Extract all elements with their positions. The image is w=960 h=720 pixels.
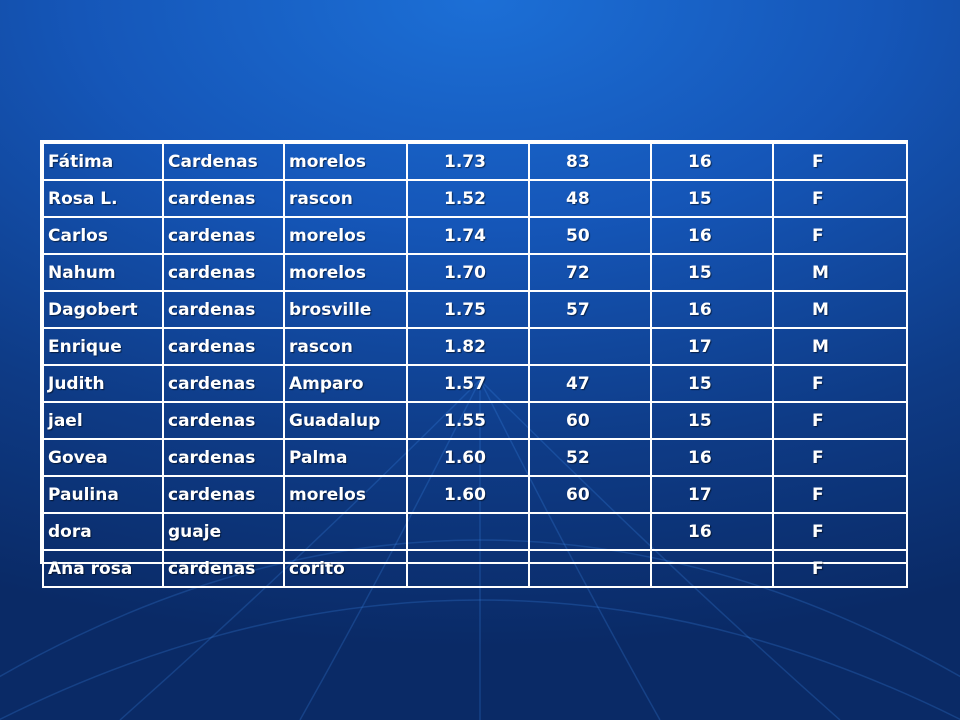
cell-age: 15 <box>650 401 774 440</box>
table-row: Paulina cardenas morelos 1.60 60 17 F <box>42 475 908 514</box>
cell-place: rascon <box>283 327 408 366</box>
cell-sex: F <box>772 401 908 440</box>
cell-sex: F <box>772 475 908 514</box>
cell-name: Nahum <box>42 253 164 292</box>
cell-name: Enrique <box>42 327 164 366</box>
cell-height: 1.57 <box>406 364 530 403</box>
cell-height: 1.60 <box>406 475 530 514</box>
table-row: Dagobert cardenas brosville 1.75 57 16 M <box>42 290 908 329</box>
cell-surname: cardenas <box>162 401 285 440</box>
cell-weight <box>528 512 652 551</box>
table-row: Nahum cardenas morelos 1.70 72 15 M <box>42 253 908 292</box>
cell-age: 15 <box>650 179 774 218</box>
cell-name: Paulina <box>42 475 164 514</box>
cell-age <box>650 549 774 588</box>
cell-age: 15 <box>650 253 774 292</box>
cell-place: Guadalup <box>283 401 408 440</box>
cell-age: 16 <box>650 438 774 477</box>
cell-weight: 48 <box>528 179 652 218</box>
cell-height: 1.74 <box>406 216 530 255</box>
cell-surname: cardenas <box>162 290 285 329</box>
cell-name: Rosa L. <box>42 179 164 218</box>
table-body: Fátima Cardenas morelos 1.73 83 16 F Ros… <box>42 142 908 588</box>
data-table-container: Fátima Cardenas morelos 1.73 83 16 F Ros… <box>40 140 908 588</box>
cell-place: morelos <box>283 216 408 255</box>
cell-age: 16 <box>650 142 774 181</box>
cell-surname: Cardenas <box>162 142 285 181</box>
cell-age: 15 <box>650 364 774 403</box>
cell-height <box>406 512 530 551</box>
cell-age: 16 <box>650 290 774 329</box>
cell-name: Fátima <box>42 142 164 181</box>
cell-surname: cardenas <box>162 216 285 255</box>
cell-weight: 50 <box>528 216 652 255</box>
cell-height: 1.82 <box>406 327 530 366</box>
cell-sex: F <box>772 179 908 218</box>
cell-age: 16 <box>650 512 774 551</box>
cell-place: corito <box>283 549 408 588</box>
cell-weight: 60 <box>528 401 652 440</box>
cell-place: morelos <box>283 253 408 292</box>
cell-weight <box>528 327 652 366</box>
cell-sex: M <box>772 290 908 329</box>
cell-weight: 47 <box>528 364 652 403</box>
cell-surname: cardenas <box>162 327 285 366</box>
table-row: Carlos cardenas morelos 1.74 50 16 F <box>42 216 908 255</box>
cell-height: 1.70 <box>406 253 530 292</box>
cell-weight: 52 <box>528 438 652 477</box>
cell-height: 1.73 <box>406 142 530 181</box>
cell-age: 17 <box>650 327 774 366</box>
cell-surname: cardenas <box>162 475 285 514</box>
cell-height: 1.55 <box>406 401 530 440</box>
cell-name: Govea <box>42 438 164 477</box>
cell-sex: F <box>772 438 908 477</box>
cell-height: 1.52 <box>406 179 530 218</box>
table-row: Rosa L. cardenas rascon 1.52 48 15 F <box>42 179 908 218</box>
table-row: Judith cardenas Amparo 1.57 47 15 F <box>42 364 908 403</box>
table-row: Ana rosa cardenas corito F <box>42 549 908 588</box>
cell-sex: F <box>772 364 908 403</box>
cell-weight: 60 <box>528 475 652 514</box>
cell-place: rascon <box>283 179 408 218</box>
cell-surname: guaje <box>162 512 285 551</box>
cell-height <box>406 549 530 588</box>
cell-sex: F <box>772 142 908 181</box>
cell-height: 1.75 <box>406 290 530 329</box>
cell-name: Ana rosa <box>42 549 164 588</box>
cell-sex: M <box>772 327 908 366</box>
cell-place: Amparo <box>283 364 408 403</box>
cell-place: Palma <box>283 438 408 477</box>
cell-place <box>283 512 408 551</box>
cell-place: morelos <box>283 142 408 181</box>
cell-place: brosville <box>283 290 408 329</box>
cell-name: jael <box>42 401 164 440</box>
cell-surname: cardenas <box>162 438 285 477</box>
cell-place: morelos <box>283 475 408 514</box>
table-row: Fátima Cardenas morelos 1.73 83 16 F <box>42 142 908 181</box>
cell-name: Carlos <box>42 216 164 255</box>
cell-weight: 57 <box>528 290 652 329</box>
cell-surname: cardenas <box>162 364 285 403</box>
cell-name: dora <box>42 512 164 551</box>
cell-sex: F <box>772 216 908 255</box>
cell-weight: 72 <box>528 253 652 292</box>
cell-sex: F <box>772 512 908 551</box>
table-row: Govea cardenas Palma 1.60 52 16 F <box>42 438 908 477</box>
table-row: Enrique cardenas rascon 1.82 17 M <box>42 327 908 366</box>
table-row: dora guaje 16 F <box>42 512 908 551</box>
cell-name: Dagobert <box>42 290 164 329</box>
table-row: jael cardenas Guadalup 1.55 60 15 F <box>42 401 908 440</box>
cell-surname: cardenas <box>162 179 285 218</box>
data-table: Fátima Cardenas morelos 1.73 83 16 F Ros… <box>42 142 908 588</box>
cell-age: 17 <box>650 475 774 514</box>
cell-surname: cardenas <box>162 549 285 588</box>
cell-weight: 83 <box>528 142 652 181</box>
cell-weight <box>528 549 652 588</box>
cell-sex: F <box>772 549 908 588</box>
cell-height: 1.60 <box>406 438 530 477</box>
cell-age: 16 <box>650 216 774 255</box>
cell-name: Judith <box>42 364 164 403</box>
cell-surname: cardenas <box>162 253 285 292</box>
cell-sex: M <box>772 253 908 292</box>
